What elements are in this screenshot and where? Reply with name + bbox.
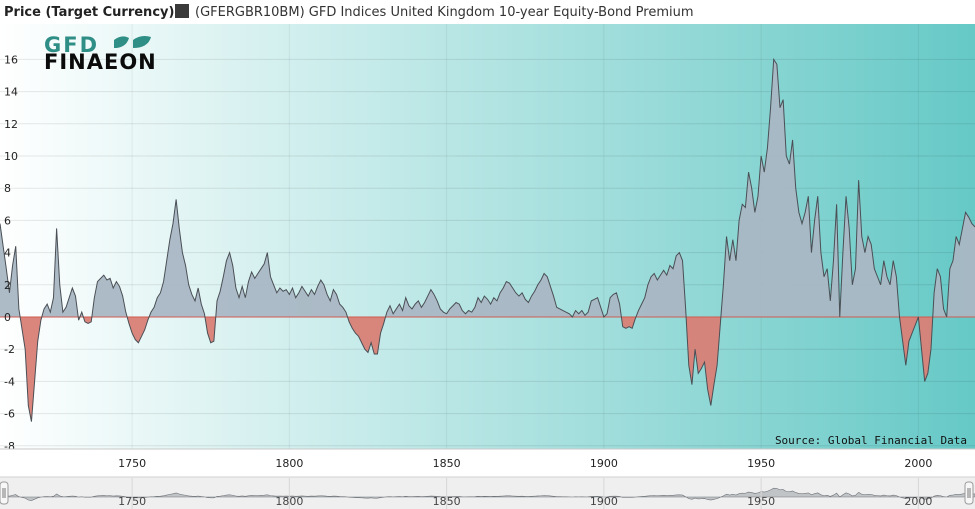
navigator-tick-label: 1900 [590,495,618,508]
navigator-mini-series [0,487,975,501]
navigator-tick-label: 1850 [433,495,461,508]
navigator-track[interactable] [0,477,975,509]
y-tick-label: -2 [4,343,15,356]
navigator-tick-label: 1750 [118,495,146,508]
x-tick-label: 1900 [590,457,618,470]
x-tick-label: 2000 [904,457,932,470]
series-line[interactable] [0,57,975,422]
x-axis-band [0,449,975,476]
y-tick-label: 16 [4,53,18,66]
y-tick-label: 10 [4,150,18,163]
navigator-tick-label: 1950 [747,495,775,508]
y-tick-label: 4 [4,247,11,260]
y-tick-label: 2 [4,279,11,292]
chart-title: Price (Target Currency) [4,5,174,20]
gfd-finaeon-logo: GFD FINAEON [44,33,157,74]
y-tick-label: 0 [4,311,11,324]
y-tick-label: 6 [4,214,11,227]
x-tick-label: 1800 [275,457,303,470]
nav-left-handle-icon[interactable] [0,481,9,505]
y-tick-label: -6 [4,408,15,421]
x-axis: 1750 1800 1850 1900 1950 2000 [118,457,932,470]
legend-label[interactable]: (GFERGBR10BM) GFD Indices United Kingdom… [195,5,694,20]
y-tick-label: 14 [4,86,18,99]
navigator-series-area [0,487,975,501]
navigator-axis: 1750 1800 1850 1900 1950 2000 [118,478,932,509]
y-tick-label: 8 [4,182,11,195]
x-tick-label: 1750 [118,457,146,470]
y-tick-label: -8 [4,440,15,453]
logo-leaf-icon [114,36,129,48]
series-area [0,57,975,422]
y-axis: -8 -6 -4 -2 0 2 4 6 8 10 12 14 16 [4,53,18,452]
plot-background [0,24,975,449]
nav-right-handle-icon[interactable] [964,481,974,505]
logo-text-gfd: GFD [44,33,99,57]
x-tick-label: 1950 [747,457,775,470]
navigator[interactable]: 1750 1800 1850 1900 1950 2000 [0,476,975,509]
navigator-tick-label: 2000 [904,495,932,508]
y-tick-label: -4 [4,375,15,388]
logo-leaf-icon-2 [133,36,151,48]
logo-text-finaeon: FINAEON [44,50,157,74]
source-note: Source: Global Financial Data [775,434,967,447]
legend-swatch[interactable] [175,4,189,18]
navigator-tick-label: 1800 [275,495,303,508]
y-tick-label: 12 [4,118,18,131]
x-tick-label: 1850 [433,457,461,470]
